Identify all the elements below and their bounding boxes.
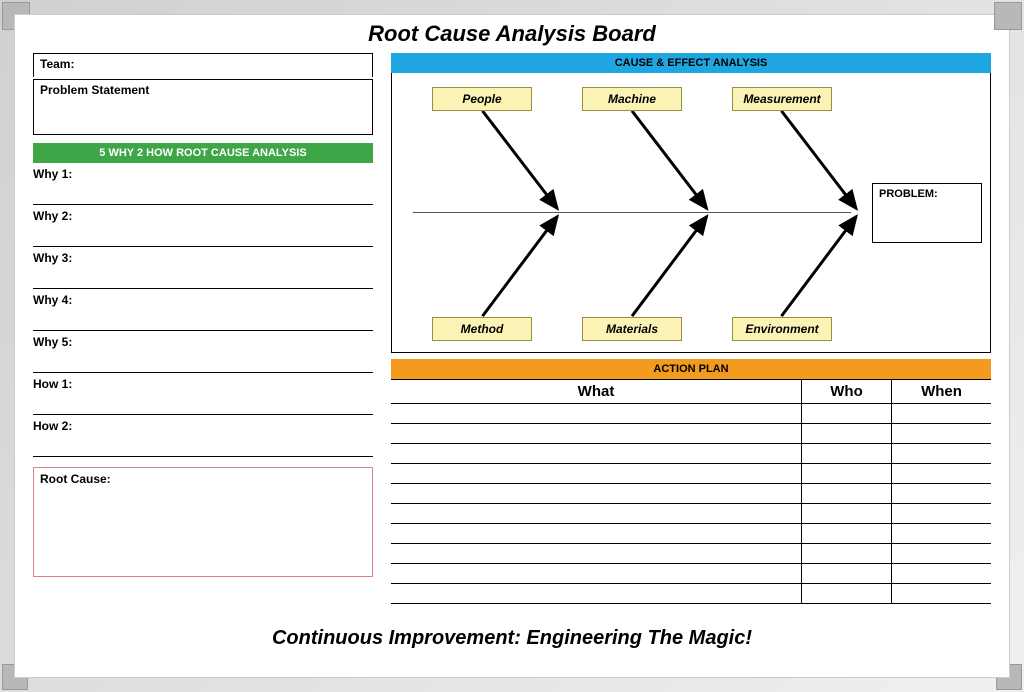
col-header-who: Who — [801, 380, 891, 404]
why-row: Why 5: — [33, 331, 373, 373]
action-plan-row — [391, 424, 991, 444]
board-title: Root Cause Analysis Board — [33, 21, 991, 47]
why-row: Why 2: — [33, 205, 373, 247]
action-plan-rows — [391, 404, 991, 604]
team-box: Team: — [33, 53, 373, 77]
col-header-what: What — [391, 380, 801, 404]
root-cause-box: Root Cause: — [33, 467, 373, 577]
action-plan-row — [391, 584, 991, 604]
board-footer: Continuous Improvement: Engineering The … — [33, 627, 991, 650]
fishbone-category: Measurement — [732, 87, 832, 111]
why-banner: 5 WHY 2 HOW ROOT CAUSE ANALYSIS — [33, 143, 373, 163]
why-row: Why 4: — [33, 289, 373, 331]
fishbone-category: People — [432, 87, 532, 111]
action-plan-row — [391, 464, 991, 484]
fishbone-svg — [392, 73, 862, 352]
action-plan-row — [391, 404, 991, 424]
problem-statement-box: Problem Statement — [33, 79, 373, 135]
why-rows-container: Why 1:Why 2:Why 3:Why 4:Why 5:How 1:How … — [33, 163, 373, 457]
why-row: How 1: — [33, 373, 373, 415]
cause-effect-banner: CAUSE & EFFECT ANALYSIS — [391, 53, 991, 73]
fishbone-diagram: PROBLEM: People Machine Measurement Method M… — [391, 73, 991, 353]
action-plan-row — [391, 444, 991, 464]
fishbone-problem-box: PROBLEM: — [872, 183, 982, 243]
col-header-when: When — [891, 380, 991, 404]
action-plan-row — [391, 544, 991, 564]
action-plan-row — [391, 504, 991, 524]
action-plan-header: What Who When — [391, 380, 991, 404]
why-row: Why 3: — [33, 247, 373, 289]
action-plan-row — [391, 484, 991, 504]
left-column: Team: Problem Statement 5 WHY 2 HOW ROOT… — [33, 53, 373, 623]
fishbone-category: Machine — [582, 87, 682, 111]
whiteboard-frame: Root Cause Analysis Board Team: Problem … — [0, 0, 1024, 692]
action-plan-banner: ACTION PLAN — [391, 359, 991, 379]
action-plan-row — [391, 564, 991, 584]
why-row: Why 1: — [33, 163, 373, 205]
fishbone-category: Materials — [582, 317, 682, 341]
fishbone-category: Environment — [732, 317, 832, 341]
whiteboard-surface: Root Cause Analysis Board Team: Problem … — [14, 14, 1010, 678]
why-row: How 2: — [33, 415, 373, 457]
right-column: CAUSE & EFFECT ANALYSIS PROBLEM: People M… — [391, 53, 991, 623]
action-plan-table: What Who When — [391, 379, 991, 604]
fishbone-category: Method — [432, 317, 532, 341]
action-plan-row — [391, 524, 991, 544]
